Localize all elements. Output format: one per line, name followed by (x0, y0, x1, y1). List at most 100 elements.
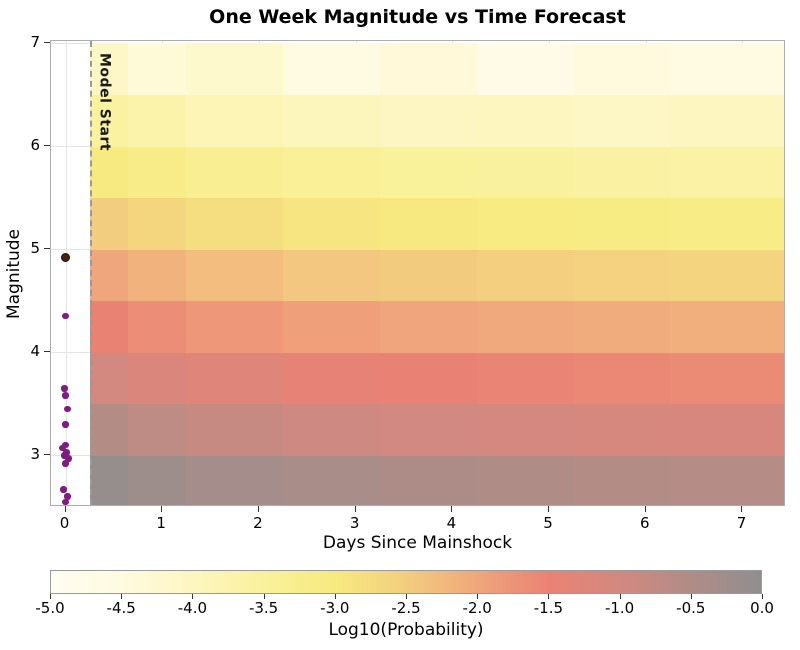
heatmap-cell (128, 249, 187, 302)
colorbar-tick-label: -4.5 (106, 599, 136, 617)
heatmap-cell (669, 43, 784, 96)
x-tick-mark (64, 506, 66, 512)
observed-event-dot (64, 405, 71, 413)
heatmap-cell (186, 455, 284, 505)
colorbar (50, 570, 762, 594)
observed-event-dot (64, 493, 71, 500)
observed-event-dot (62, 460, 69, 467)
x-tick-mark (548, 506, 550, 512)
x-tick-label: 7 (736, 514, 747, 532)
x-tick-label: 1 (156, 514, 166, 532)
heatmap-cell (128, 146, 187, 199)
x-tick-mark (741, 506, 743, 512)
x-tick-label: 2 (253, 514, 263, 532)
heatmap-cell (573, 455, 671, 505)
heatmap-cell (186, 197, 284, 250)
heatmap-cell (476, 197, 574, 250)
heatmap-cell (379, 352, 478, 405)
heatmap-cell (669, 197, 784, 250)
heatmap-cell (669, 146, 784, 199)
colorbar-tick-mark (192, 594, 194, 599)
heatmap-cell (283, 300, 381, 353)
heatmap-cell (379, 43, 478, 96)
x-gridline (65, 41, 67, 505)
y-tick-mark (44, 351, 50, 353)
heatmap-cell (89, 455, 129, 505)
heatmap-cell (186, 352, 284, 405)
heatmap-cell (186, 94, 284, 147)
heatmap-cell (89, 43, 129, 96)
heatmap-cell (128, 300, 187, 353)
heatmap-cell (669, 455, 784, 505)
colorbar-tick-label: -1.5 (533, 599, 564, 617)
x-tick-label: 6 (639, 514, 650, 532)
y-tick-mark (44, 248, 50, 250)
heatmap-cell (128, 197, 187, 250)
y-tick-mark (44, 454, 50, 456)
heatmap-cell (573, 249, 671, 302)
heatmap-cell (379, 455, 478, 505)
heatmap-cell (89, 94, 129, 147)
plot-area: Model Start (50, 40, 785, 506)
x-tick-label: 3 (349, 514, 360, 532)
colorbar-tick-mark (690, 594, 692, 599)
x-tick-mark (644, 506, 646, 512)
observed-event-dot (61, 385, 68, 392)
observed-event-dot (59, 445, 66, 452)
heatmap-cell (283, 43, 381, 96)
heatmap-cell (186, 43, 284, 96)
heatmap-cell (128, 403, 187, 457)
heatmap-cell (669, 352, 784, 405)
heatmap-cell (476, 146, 574, 199)
heatmap-cell (89, 197, 129, 250)
heatmap-cell (573, 352, 671, 405)
colorbar-tick-mark (263, 594, 265, 599)
heatmap-cell (89, 352, 129, 405)
y-tick-mark (44, 42, 50, 44)
x-axis-label: Days Since Mainshock (322, 533, 513, 553)
heatmap-cell (283, 455, 381, 505)
heatmap-cell (476, 455, 574, 505)
colorbar-tick-mark (50, 594, 51, 599)
heatmap-cell (379, 94, 478, 147)
x-tick-mark (257, 506, 259, 512)
heatmap-cell (283, 197, 381, 250)
heatmap-cell (89, 146, 129, 199)
colorbar-tick-mark (619, 594, 621, 599)
y-tick-mark (44, 145, 50, 147)
colorbar-tick-label: 0.0 (750, 599, 774, 617)
heatmap-cell (573, 403, 671, 457)
heatmap-cell (573, 94, 671, 147)
colorbar-tick-label: -2.0 (462, 599, 492, 617)
heatmap-cell (573, 300, 671, 353)
colorbar-tick-label: -3.5 (248, 599, 279, 617)
observed-event-dot (62, 498, 69, 505)
heatmap-cell (669, 300, 784, 353)
heatmap-cell (379, 197, 478, 250)
heatmap-cell (283, 249, 381, 302)
colorbar-tick-label: -4.0 (177, 599, 208, 617)
heatmap-cell (476, 403, 574, 457)
y-tick-label: 4 (30, 342, 40, 361)
observed-event-dot (60, 486, 67, 493)
colorbar-tick-label: -5.0 (35, 599, 65, 617)
x-tick-mark (354, 506, 356, 512)
observed-event-dot (63, 449, 70, 456)
y-tick-label: 6 (30, 136, 40, 155)
model-start-line (89, 41, 92, 505)
heatmap-cell (128, 352, 187, 405)
chart-title: One Week Magnitude vs Time Forecast (209, 6, 626, 28)
x-tick-label: 5 (543, 514, 553, 532)
colorbar-tick-label: -1.0 (604, 599, 635, 617)
heatmap-cell (186, 300, 284, 353)
heatmap-cell (476, 43, 574, 96)
heatmap-cell (283, 94, 381, 147)
heatmap-cell (669, 94, 784, 147)
heatmap-cell (573, 43, 671, 96)
heatmap-cell (379, 300, 478, 353)
heatmap-cell (128, 455, 187, 505)
heatmap-cell (89, 300, 129, 353)
heatmap-cell (669, 249, 784, 302)
x-tick-mark (451, 506, 453, 512)
observed-event-dot (62, 441, 69, 449)
